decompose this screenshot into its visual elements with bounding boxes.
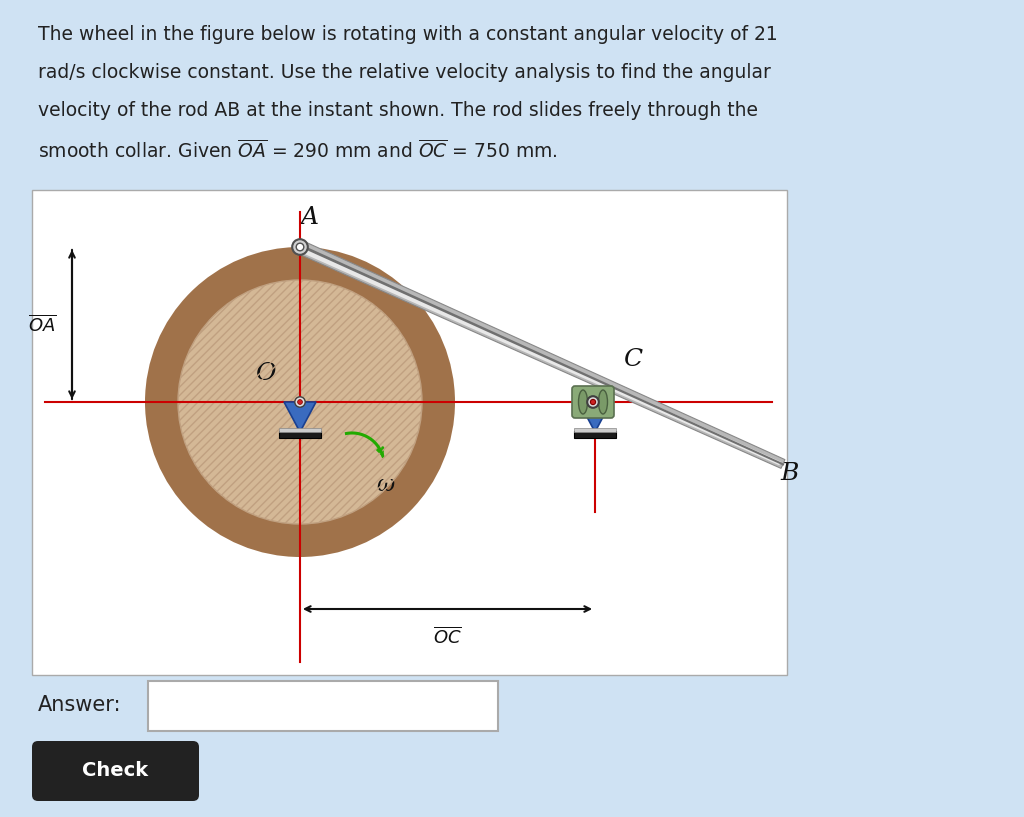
Text: O: O <box>255 363 275 386</box>
Polygon shape <box>297 241 785 468</box>
Bar <box>279 428 321 432</box>
Text: $\overline{OA}$: $\overline{OA}$ <box>28 314 56 335</box>
Text: smooth collar. Given $\overline{OA}$ = 290 mm and $\overline{OC}$ = 750 mm.: smooth collar. Given $\overline{OA}$ = 2… <box>38 139 558 162</box>
Ellipse shape <box>145 247 455 557</box>
Polygon shape <box>579 402 611 432</box>
FancyBboxPatch shape <box>148 681 498 731</box>
Polygon shape <box>298 243 784 466</box>
Polygon shape <box>301 248 780 465</box>
Circle shape <box>590 397 600 407</box>
FancyBboxPatch shape <box>572 386 614 418</box>
Text: A: A <box>301 206 319 229</box>
FancyBboxPatch shape <box>32 190 787 675</box>
Ellipse shape <box>579 390 588 414</box>
Text: B: B <box>781 462 799 485</box>
Ellipse shape <box>598 390 607 414</box>
Circle shape <box>292 239 308 255</box>
Text: rad/s clockwise constant. Use the relative velocity analysis to find the angular: rad/s clockwise constant. Use the relati… <box>38 63 771 82</box>
Text: The wheel in the figure below is rotating with a constant angular velocity of 21: The wheel in the figure below is rotatin… <box>38 25 778 44</box>
Ellipse shape <box>178 280 422 524</box>
Circle shape <box>298 400 302 404</box>
Circle shape <box>593 400 597 404</box>
Circle shape <box>295 397 305 407</box>
Text: $\overline{OC}$: $\overline{OC}$ <box>433 627 462 647</box>
Circle shape <box>587 396 599 408</box>
Circle shape <box>296 243 304 251</box>
Text: Check: Check <box>83 761 148 780</box>
Bar <box>279 431 321 438</box>
Bar <box>574 431 616 438</box>
Text: velocity of the rod AB at the instant shown. The rod slides freely through the: velocity of the rod AB at the instant sh… <box>38 101 758 120</box>
Text: ω: ω <box>376 474 394 496</box>
Text: Answer:: Answer: <box>38 695 122 715</box>
Polygon shape <box>284 402 316 432</box>
Bar <box>574 428 616 432</box>
Text: C: C <box>624 349 643 372</box>
Circle shape <box>591 400 596 404</box>
FancyBboxPatch shape <box>32 741 199 801</box>
